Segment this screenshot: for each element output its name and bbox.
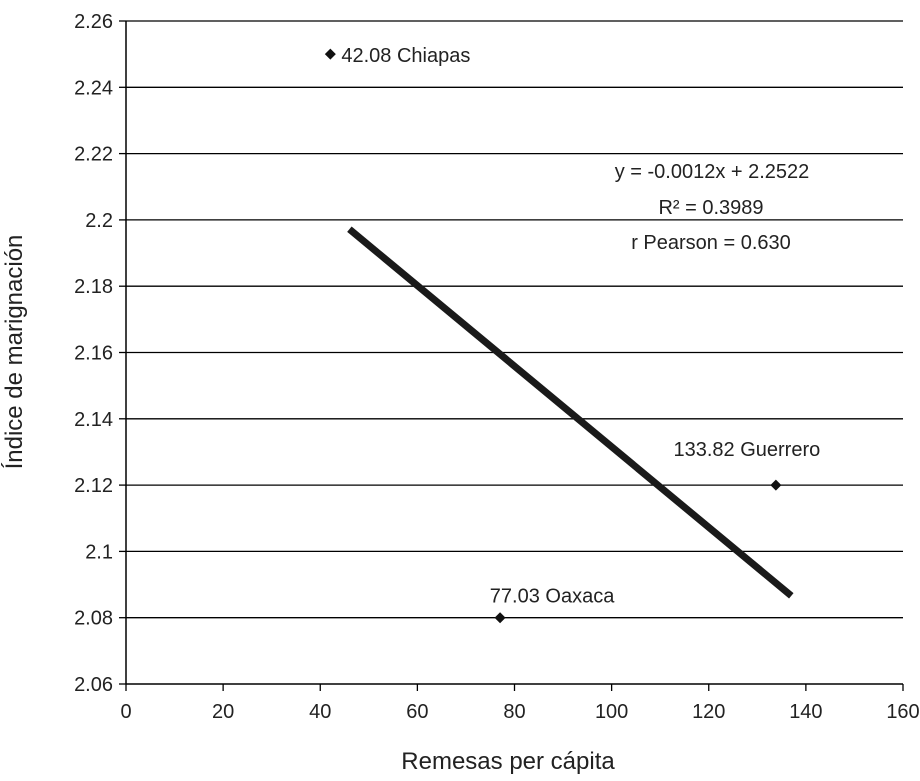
point-label-3: 77.03 Oaxaca xyxy=(490,586,615,608)
x-tick-label-6: 120 xyxy=(692,701,725,723)
x-ticks: 0 20 40 60 80 100 120 140 160 xyxy=(120,684,920,723)
data-point-1 xyxy=(324,48,336,60)
y-tick-label-3: 2.12 xyxy=(74,475,113,497)
x-tick-label-3: 60 xyxy=(406,701,428,723)
pearson-label: r Pearson = 0.630 xyxy=(631,232,791,254)
x-tick-label-0: 0 xyxy=(120,701,131,723)
y-tick-label-6: 2.18 xyxy=(74,276,113,298)
gridlines xyxy=(126,20,903,619)
trendline-group xyxy=(347,226,794,599)
y-tick-label-7: 2.2 xyxy=(85,210,113,232)
x-tick-label-8: 160 xyxy=(886,701,919,723)
regression-annotations: y = -0.0012x + 2.2522 R² = 0.3989 r Pear… xyxy=(615,161,810,254)
regression-equation: y = -0.0012x + 2.2522 xyxy=(615,161,810,183)
trendline xyxy=(347,226,794,599)
y-ticks: 2.06 2.08 2.1 2.12 2.14 2.16 2.18 2.2 2.22 2.24 2.… xyxy=(74,11,126,696)
y-tick-label-5: 2.16 xyxy=(74,343,113,365)
y-tick-label-2: 2.1 xyxy=(85,541,113,563)
data-points: 42.08 Chiapas 133.82 Guerrero 77.03 Oaxaca xyxy=(324,45,820,624)
y-tick-label-4: 2.14 xyxy=(74,409,113,431)
data-point-2 xyxy=(770,479,782,491)
x-axis-title: Remesas per cápita xyxy=(401,748,615,775)
point-label-2: 133.82 Guerrero xyxy=(673,439,820,461)
y-tick-label-1: 2.08 xyxy=(74,608,113,630)
x-tick-label-4: 80 xyxy=(503,701,525,723)
x-tick-label-1: 20 xyxy=(212,701,234,723)
y-tick-label-0: 2.06 xyxy=(74,674,113,696)
x-tick-label-7: 140 xyxy=(789,701,822,723)
x-tick-label-2: 40 xyxy=(309,701,331,723)
y-axis-title: Índice de marignación xyxy=(1,235,28,470)
x-tick-label-5: 100 xyxy=(595,701,628,723)
data-point-3 xyxy=(494,612,506,624)
y-tick-label-8: 2.22 xyxy=(74,144,113,166)
y-tick-label-10: 2.26 xyxy=(74,11,113,33)
point-label-1: 42.08 Chiapas xyxy=(341,45,470,67)
y-tick-label-9: 2.24 xyxy=(74,77,113,99)
r-squared-label: R² = 0.3989 xyxy=(658,197,763,219)
